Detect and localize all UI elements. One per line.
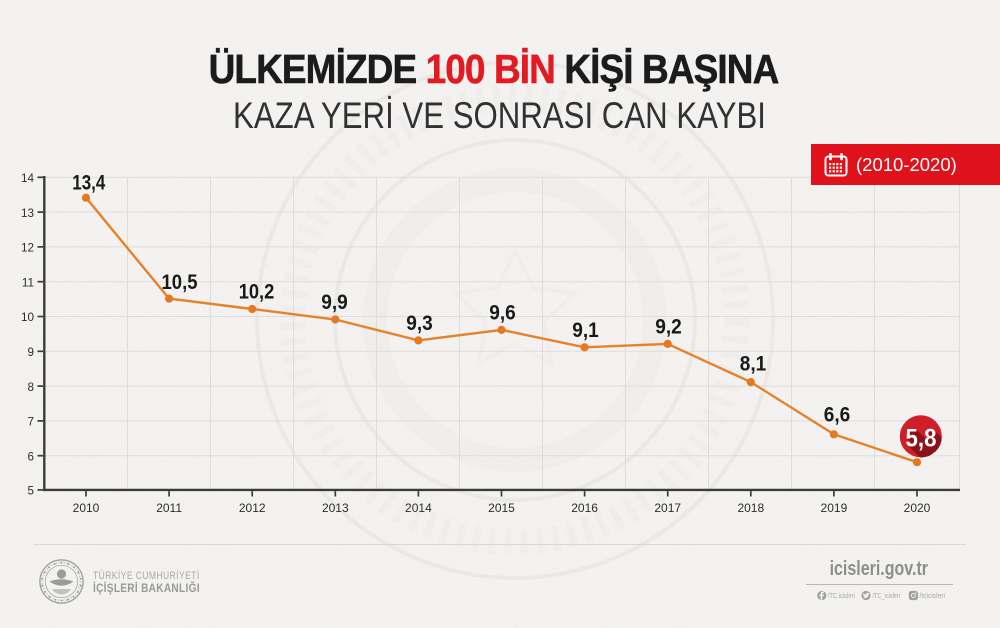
svg-text:8: 8 [27, 381, 34, 394]
svg-text:9,1: 9,1 [572, 318, 599, 342]
svg-text:2013: 2013 [322, 501, 349, 515]
svg-text:12: 12 [21, 242, 34, 255]
svg-text:2020: 2020 [904, 501, 931, 515]
svg-text:9,9: 9,9 [321, 290, 348, 314]
svg-text:2012: 2012 [239, 501, 266, 515]
svg-text:2010: 2010 [73, 501, 100, 515]
svg-text:9,6: 9,6 [489, 301, 516, 325]
svg-text:2015: 2015 [488, 501, 515, 515]
svg-text:/tcicisleri: /tcicisleri [920, 591, 946, 600]
svg-text:2016: 2016 [571, 501, 598, 515]
svg-text:9,2: 9,2 [655, 315, 682, 339]
svg-text:6,6: 6,6 [824, 403, 851, 427]
svg-text:9: 9 [27, 346, 34, 359]
svg-text:7: 7 [27, 416, 34, 429]
svg-text:2014: 2014 [405, 501, 432, 515]
svg-text:5,8: 5,8 [906, 425, 937, 453]
svg-text:13,4: 13,4 [72, 171, 105, 195]
svg-text:13: 13 [21, 207, 34, 220]
svg-text:2019: 2019 [821, 501, 848, 515]
svg-text:9,3: 9,3 [406, 311, 433, 335]
svg-text:5: 5 [27, 485, 34, 498]
svg-text:2011: 2011 [156, 501, 182, 515]
svg-text:/TC.icisleri: /TC.icisleri [828, 591, 855, 600]
svg-text:2017: 2017 [654, 501, 681, 515]
svg-text:10,2: 10,2 [239, 280, 275, 304]
svg-text:8,1: 8,1 [740, 352, 767, 376]
svg-text:14: 14 [21, 172, 35, 185]
svg-text:/TC_icisleri: /TC_icisleri [873, 591, 901, 600]
svg-text:11: 11 [22, 276, 34, 289]
svg-text:2018: 2018 [737, 501, 764, 515]
svg-text:10: 10 [21, 311, 35, 324]
svg-text:10,5: 10,5 [162, 270, 198, 294]
svg-text:6: 6 [27, 450, 34, 463]
